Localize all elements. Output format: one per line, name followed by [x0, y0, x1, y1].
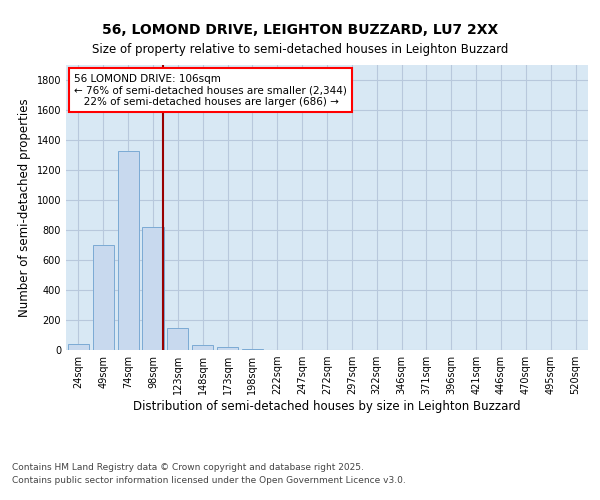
Bar	[68, 344, 89, 350]
Bar	[192, 345, 213, 350]
Text: Size of property relative to semi-detached houses in Leighton Buzzard: Size of property relative to semi-detach…	[92, 42, 508, 56]
Y-axis label: Number of semi-detached properties: Number of semi-detached properties	[18, 98, 31, 317]
Text: Contains HM Land Registry data © Crown copyright and database right 2025.: Contains HM Land Registry data © Crown c…	[12, 464, 364, 472]
Bar	[242, 348, 263, 350]
X-axis label: Distribution of semi-detached houses by size in Leighton Buzzard: Distribution of semi-detached houses by …	[133, 400, 521, 413]
Text: 56 LOMOND DRIVE: 106sqm
← 76% of semi-detached houses are smaller (2,344)
   22%: 56 LOMOND DRIVE: 106sqm ← 76% of semi-de…	[74, 74, 347, 107]
Bar	[93, 245, 114, 350]
Bar	[217, 347, 238, 350]
Bar	[118, 150, 139, 350]
Bar	[142, 227, 164, 350]
Text: 56, LOMOND DRIVE, LEIGHTON BUZZARD, LU7 2XX: 56, LOMOND DRIVE, LEIGHTON BUZZARD, LU7 …	[102, 22, 498, 36]
Text: Contains public sector information licensed under the Open Government Licence v3: Contains public sector information licen…	[12, 476, 406, 485]
Bar	[167, 328, 188, 350]
